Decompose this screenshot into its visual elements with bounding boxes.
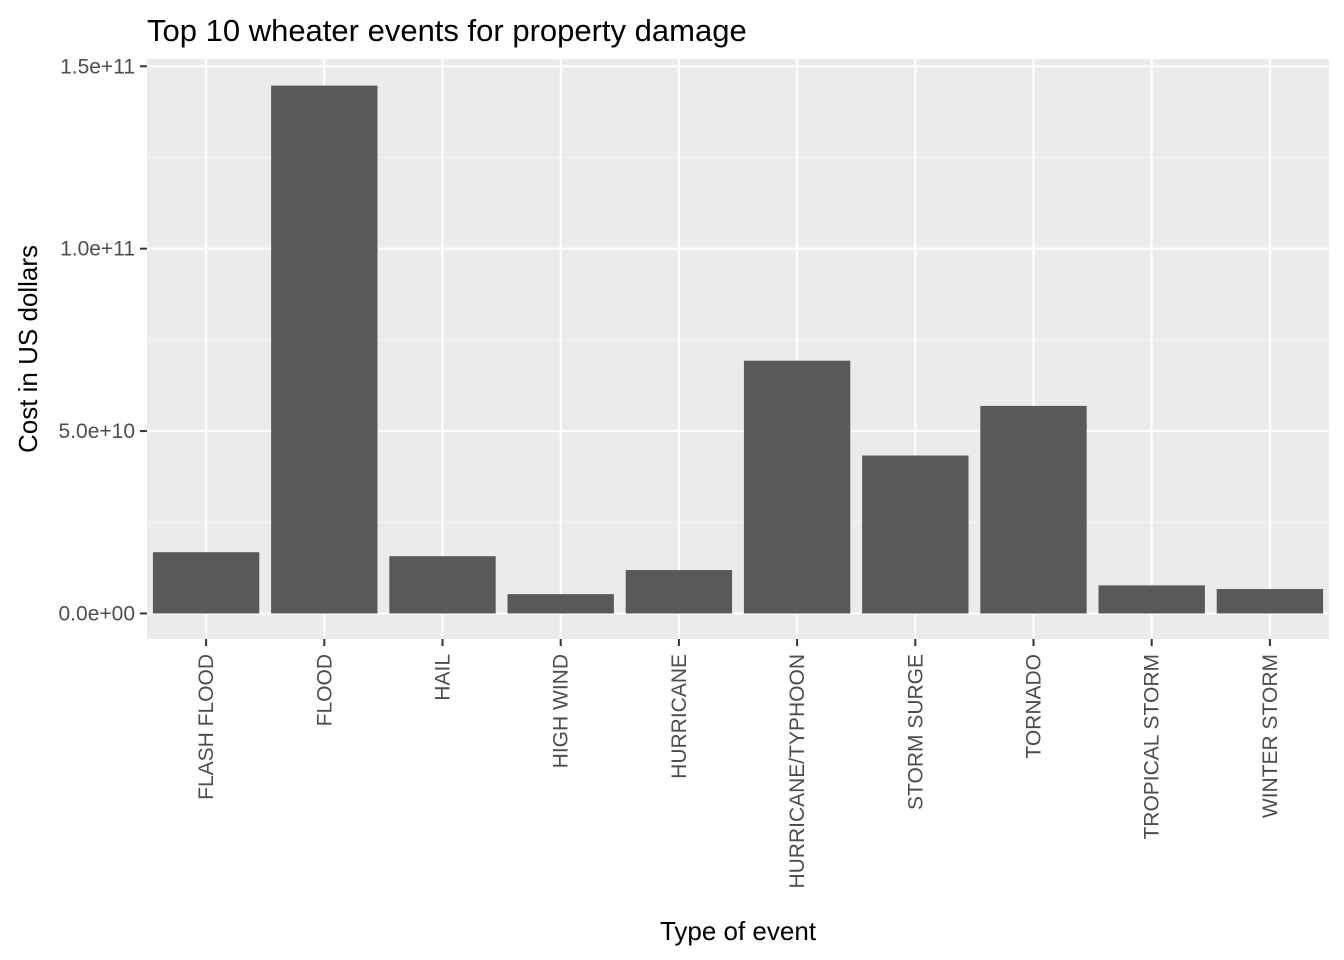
bar-hail [389, 556, 496, 614]
bar-hurricane [625, 570, 733, 614]
x-tick-label: FLOOD [313, 654, 336, 726]
y-tick-label: 0.0e+00 [59, 602, 136, 625]
bar-hurricane-typhoon [743, 360, 851, 614]
bar-flood [271, 85, 378, 614]
y-axis-title: Cost in US dollars [13, 245, 43, 453]
x-axis: FLASH FLOOD FLOOD HAIL HIGH WIND HURRICANE HU… [195, 639, 1282, 889]
bar-tropical-storm [1098, 585, 1205, 614]
x-tick-label: WINTER STORM [1259, 654, 1282, 818]
x-tick-label: HURRICANE/TYPHOON [786, 654, 809, 889]
bar-high-wind [507, 594, 614, 614]
y-tick-label: 5.0e+10 [59, 420, 136, 443]
bar-storm-surge [862, 455, 969, 614]
x-tick-label: HAIL [432, 654, 455, 701]
y-axis: 0.0e+00 5.0e+10 1.0e+11 1.5e+11 [59, 55, 147, 625]
bars [152, 85, 1324, 614]
bar-flash-flood [152, 552, 260, 614]
x-tick-label: TROPICAL STORM [1141, 654, 1164, 840]
x-tick-label: STORM SURGE [904, 654, 927, 810]
x-axis-title: Type of event [660, 916, 817, 946]
x-tick-label: TORNADO [1023, 654, 1046, 759]
bar-winter-storm [1216, 589, 1324, 614]
x-tick-label: HURRICANE [668, 654, 691, 779]
chart-title: Top 10 wheater events for property damag… [147, 13, 747, 48]
y-tick-label: 1.0e+11 [60, 238, 135, 261]
x-tick-label: HIGH WIND [550, 654, 573, 768]
bar-tornado [980, 405, 1087, 614]
x-tick-label: FLASH FLOOD [195, 654, 218, 800]
y-tick-label: 1.5e+11 [60, 55, 135, 78]
